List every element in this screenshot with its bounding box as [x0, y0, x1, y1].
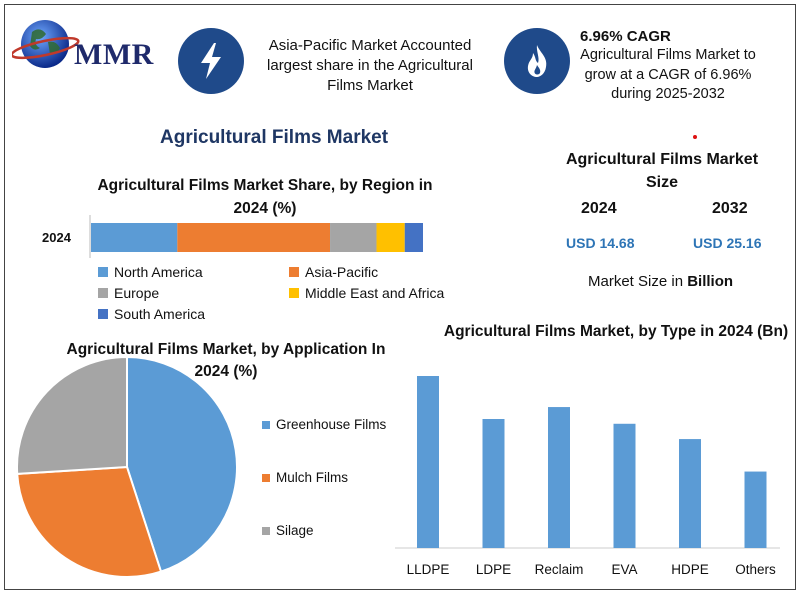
legend-swatch	[262, 526, 270, 535]
legend-label: Mulch Films	[276, 470, 349, 485]
legend-label: North America	[114, 264, 203, 280]
globe-icon	[10, 20, 80, 68]
pie-slice-silage	[16, 355, 128, 475]
type-tick-label-others: Others	[735, 562, 776, 577]
legend-swatch	[98, 288, 108, 298]
red-dot	[693, 135, 697, 139]
main-title: Agricultural Films Market	[160, 127, 389, 148]
legend-middle-east-africa: Middle East and Africa	[289, 285, 444, 301]
share-highlight-text: Asia-Pacific Market Accounted largest sh…	[267, 37, 473, 94]
lightning-icon	[178, 28, 244, 94]
region-bar-segment-asia-pacific	[177, 223, 331, 252]
type-tick-label-ldpe: LDPE	[476, 562, 511, 577]
legend-europe: Europe	[98, 285, 159, 301]
note-unit: Billion	[687, 273, 734, 290]
type-tick-label-lldpe: LLDPE	[407, 562, 450, 577]
type-bar-others	[744, 471, 767, 548]
pie-slice-mulch-films	[16, 465, 163, 578]
legend-swatch	[98, 309, 108, 319]
legend-swatch	[289, 267, 299, 277]
market-size-note: Market Size in Billion	[588, 273, 733, 290]
market-size-title: Agricultural Films Market Size	[565, 151, 759, 191]
legend-swatch	[262, 473, 270, 482]
note-prefix: Market Size in	[588, 273, 688, 290]
region-bar-year-label: 2024	[42, 230, 71, 245]
legend-label: Europe	[114, 285, 160, 301]
region-bar-segment-europe	[330, 223, 377, 252]
pie-legend-silage: Silage	[262, 523, 314, 538]
application-chart-title: Agricultural Films Market, by Applicatio…	[66, 341, 386, 380]
type-bar-lldpe	[417, 376, 439, 548]
infographic-frame	[4, 4, 796, 590]
size-year-2024: 2024	[581, 200, 617, 217]
type-bar-hdpe	[679, 439, 701, 548]
legend-south-america: South America	[98, 306, 205, 322]
fire-icon	[504, 28, 570, 94]
pie-legend-mulch: Mulch Films	[262, 470, 348, 485]
region-bar-segment-north-america	[91, 223, 178, 252]
region-bar-segment-middle-east-and-africa	[376, 223, 405, 252]
size-value-2032: USD 25.16	[693, 235, 762, 251]
legend-label: Middle East and Africa	[305, 285, 445, 301]
type-chart-title: Agricultural Films Market, by Type in 20…	[443, 323, 789, 340]
legend-swatch	[98, 267, 108, 277]
legend-swatch	[289, 288, 299, 298]
cagr-title: 6.96% CAGR	[580, 28, 671, 45]
legend-label: Asia-Pacific	[305, 264, 379, 280]
type-tick-label-hdpe: HDPE	[671, 562, 709, 577]
pie-legend-greenhouse: Greenhouse Films	[262, 417, 386, 432]
pie-slice-greenhouse-films	[126, 355, 238, 573]
mmr-logo: MMR	[10, 14, 162, 74]
type-bar-ldpe	[482, 419, 505, 548]
type-bar-eva	[613, 423, 636, 548]
type-bar-reclaim	[548, 407, 570, 548]
size-year-2032: 2032	[712, 200, 748, 217]
legend-label: Silage	[276, 523, 314, 538]
type-tick-label-reclaim: Reclaim	[535, 562, 584, 577]
region-bar-segment-south-america	[404, 223, 423, 252]
size-value-2024: USD 14.68	[566, 235, 635, 251]
type-tick-label-eva: EVA	[611, 562, 637, 577]
legend-swatch	[262, 420, 270, 429]
legend-north-america: North America	[98, 264, 203, 280]
brand-name: MMR	[74, 38, 154, 71]
legend-label: South America	[114, 306, 206, 322]
legend-label: Greenhouse Films	[276, 417, 387, 432]
legend-asia-pacific: Asia-Pacific	[289, 264, 378, 280]
region-chart-title: Agricultural Films Market Share, by Regi…	[97, 177, 433, 217]
cagr-text: Agricultural Films Market to grow at a C…	[580, 47, 756, 102]
